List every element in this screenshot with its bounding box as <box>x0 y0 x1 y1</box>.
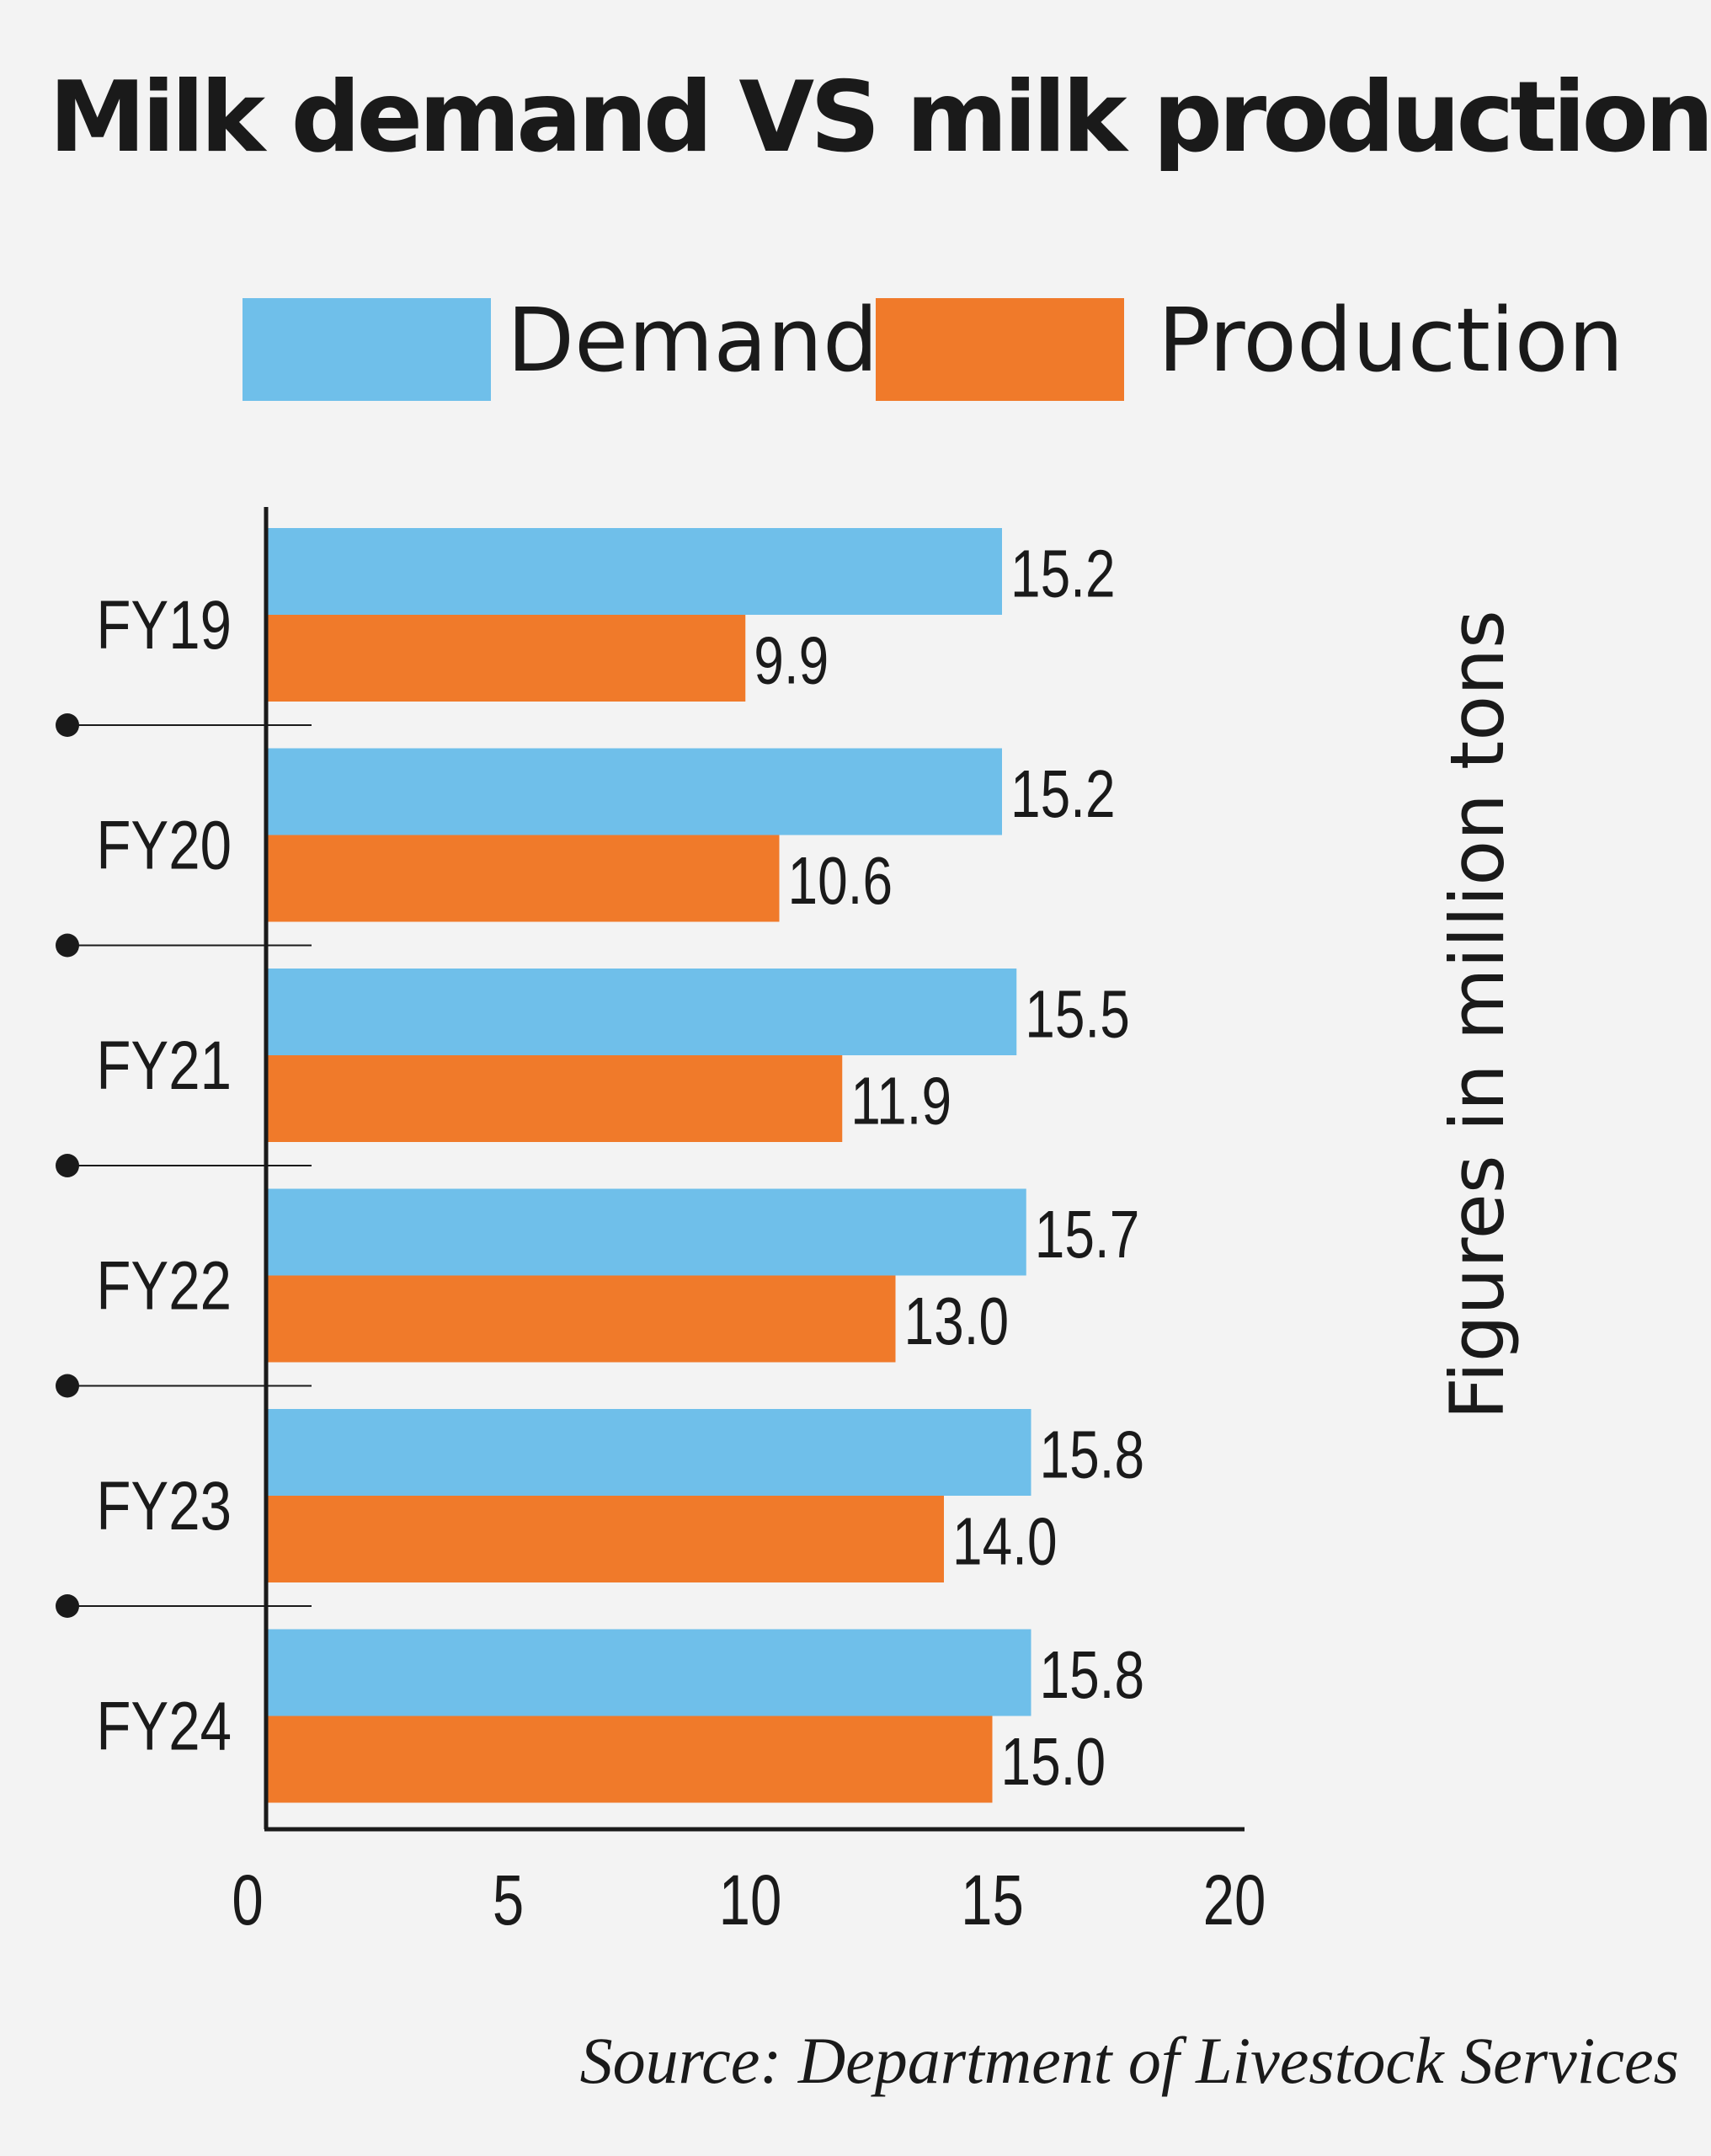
y-axis-title-text: Figures in million tons <box>1434 610 1521 1420</box>
value-label-demand-fy24: 15.8 <box>1040 1637 1145 1712</box>
value-label-demand-fy22: 15.7 <box>1035 1197 1140 1272</box>
bar-demand-fy22 <box>266 1188 1026 1276</box>
category-label-fy21: FY21 <box>96 1027 232 1104</box>
bar-production-fy24 <box>266 1716 993 1803</box>
separator-dot <box>56 1154 79 1177</box>
bar-chart: FY19 15.2 9.9 FY20 15.2 10.6 FY21 15.5 11.9 FY22 1… <box>56 507 1266 1940</box>
value-label-demand-fy19: 15.2 <box>1010 536 1116 611</box>
value-label-production-fy19: 9.9 <box>754 623 829 698</box>
chart-title: Milk demand VS milk production <box>49 61 1711 174</box>
bar-production-fy22 <box>266 1275 896 1363</box>
value-label-production-fy23: 14.0 <box>952 1504 1058 1579</box>
separator-dot <box>56 1374 79 1398</box>
source-note: Source: Department of Livestock Services <box>579 2024 1679 2097</box>
x-tick-label-5: 5 <box>493 1861 524 1940</box>
x-tick-label-0: 0 <box>232 1861 263 1940</box>
separator-dot <box>56 713 79 737</box>
value-label-demand-fy23: 15.8 <box>1040 1417 1145 1492</box>
value-label-production-fy24: 15.0 <box>1001 1724 1106 1799</box>
value-label-production-fy20: 10.6 <box>788 843 893 918</box>
separator-dot <box>56 933 79 958</box>
x-tick-label-15: 15 <box>961 1861 1024 1940</box>
legend-swatch-demand <box>243 298 491 401</box>
bar-demand-fy24 <box>266 1629 1031 1716</box>
bar-demand-fy19 <box>266 528 1002 615</box>
category-label-fy22: FY22 <box>96 1246 232 1324</box>
value-label-demand-fy21: 15.5 <box>1025 977 1130 1052</box>
separator-dot <box>56 1594 79 1618</box>
bar-demand-fy20 <box>266 748 1002 835</box>
bar-demand-fy21 <box>266 969 1017 1055</box>
legend-swatch-production <box>876 298 1124 401</box>
category-label-fy19: FY19 <box>96 586 232 664</box>
bar-production-fy23 <box>266 1496 944 1582</box>
x-tick-label-20: 20 <box>1203 1861 1266 1940</box>
bar-production-fy19 <box>266 615 746 702</box>
bar-production-fy21 <box>266 1055 843 1142</box>
category-label-fy23: FY23 <box>96 1467 232 1545</box>
value-label-production-fy21: 11.9 <box>850 1064 951 1139</box>
legend-label-demand: Demand <box>507 289 879 392</box>
category-label-fy20: FY20 <box>96 806 232 883</box>
x-tick-label-10: 10 <box>719 1861 782 1940</box>
value-label-demand-fy20: 15.2 <box>1010 756 1116 831</box>
category-label-fy24: FY24 <box>96 1687 232 1764</box>
legend-label-production: Production <box>1158 289 1624 392</box>
value-label-production-fy22: 13.0 <box>904 1283 1010 1358</box>
bar-production-fy20 <box>266 835 780 922</box>
bar-demand-fy23 <box>266 1409 1031 1496</box>
